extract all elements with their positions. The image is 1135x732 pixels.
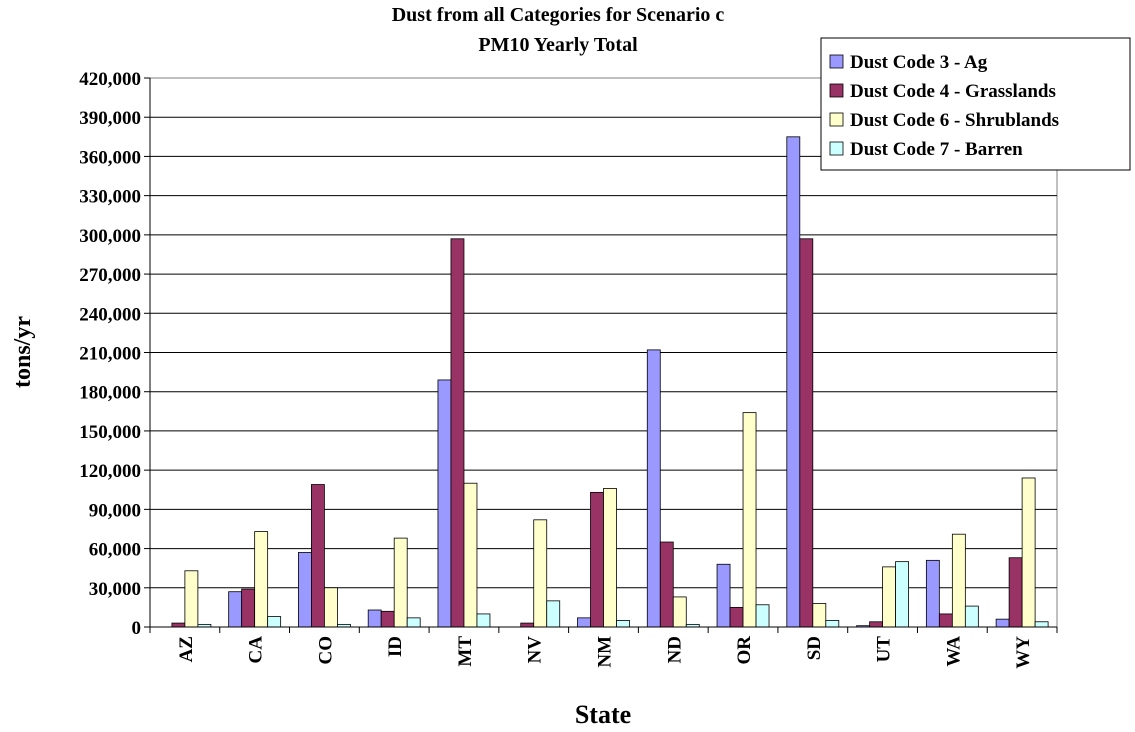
x-tick-label: UT xyxy=(874,636,895,663)
legend-label: Dust Code 6 - Shrublands xyxy=(850,110,1059,131)
bar xyxy=(825,620,840,628)
axes xyxy=(144,77,1058,633)
bar xyxy=(659,541,674,628)
bar xyxy=(869,621,883,628)
x-tick-label: SD xyxy=(804,636,825,660)
y-tick-label: 0 xyxy=(132,618,142,639)
x-axis-label: State xyxy=(575,700,631,729)
bar xyxy=(995,618,1010,628)
bar xyxy=(533,519,548,628)
x-tick-label: WY xyxy=(1013,636,1034,669)
legend-swatch xyxy=(829,54,844,69)
bar xyxy=(476,613,491,628)
bar xyxy=(380,610,395,628)
bar xyxy=(603,488,617,628)
y-tick-label: 90,000 xyxy=(89,500,141,521)
bar xyxy=(925,559,940,628)
bar xyxy=(228,591,243,628)
x-tick-label: NM xyxy=(595,636,616,668)
y-tick-label: 150,000 xyxy=(79,422,141,443)
bar xyxy=(184,570,199,628)
legend-swatch xyxy=(829,83,844,98)
bar xyxy=(241,588,256,628)
y-tick-label: 180,000 xyxy=(79,383,141,404)
bar xyxy=(895,561,909,628)
bars xyxy=(171,136,1049,628)
bar xyxy=(590,491,604,628)
legend-label: Dust Code 3 - Ag xyxy=(850,52,988,73)
bar xyxy=(437,379,452,628)
bar xyxy=(729,606,744,628)
bar xyxy=(616,620,630,628)
bar xyxy=(646,349,661,628)
bar xyxy=(882,566,896,628)
legend-box xyxy=(820,37,1131,171)
bar xyxy=(311,484,325,628)
y-tick-labels: 0 30,000 60,000 90,000 120,000 150,000 180,000… xyxy=(79,69,141,639)
bar xyxy=(546,600,561,628)
x-tick-label: ID xyxy=(385,636,406,657)
bar xyxy=(298,552,312,628)
bar xyxy=(406,617,421,628)
bar xyxy=(716,563,731,628)
y-tick-label: 330,000 xyxy=(79,187,141,208)
bar xyxy=(951,533,966,628)
y-tick-label: 240,000 xyxy=(79,304,141,325)
x-tick-label: WA xyxy=(943,636,964,667)
chart-title: Dust from all Categories for Scenario c xyxy=(392,4,725,26)
bar xyxy=(742,412,757,628)
bar xyxy=(938,613,953,628)
bar xyxy=(520,622,535,628)
bar xyxy=(171,622,186,628)
bar xyxy=(267,616,282,628)
bar xyxy=(393,537,408,628)
bar xyxy=(812,603,827,628)
y-tick-label: 270,000 xyxy=(79,265,141,286)
bar xyxy=(1021,477,1036,628)
bar xyxy=(254,531,269,628)
x-tick-label: OR xyxy=(734,636,755,665)
bar xyxy=(799,238,814,628)
y-tick-label: 60,000 xyxy=(89,540,141,561)
y-tick-label: 120,000 xyxy=(79,461,141,482)
bar xyxy=(577,617,591,628)
bar xyxy=(367,609,382,628)
x-tick-label: CO xyxy=(315,636,336,665)
y-tick-label: 210,000 xyxy=(79,344,141,365)
legend-swatch xyxy=(829,141,844,156)
bar xyxy=(324,587,338,628)
bar xyxy=(755,604,770,628)
legend: Dust Code 3 - Ag Dust Code 4 - Grasslands… xyxy=(820,37,1131,171)
chart-subtitle: PM10 Yearly Total xyxy=(478,34,638,56)
y-tick-label: 30,000 xyxy=(89,579,141,600)
x-tick-label: ND xyxy=(664,636,685,663)
x-tick-label: NV xyxy=(525,636,546,664)
bar xyxy=(450,238,465,628)
bar xyxy=(1008,557,1023,628)
x-tick-labels: AZ CA CO ID MT NV NM ND OR SD UT WA WY xyxy=(176,636,1034,669)
bar xyxy=(672,596,687,628)
x-tick-label: MT xyxy=(455,636,476,667)
legend-label: Dust Code 4 - Grasslands xyxy=(850,81,1056,102)
x-tick-label: AZ xyxy=(176,636,197,662)
y-tick-label: 390,000 xyxy=(79,108,141,129)
legend-swatch xyxy=(829,112,844,127)
bar xyxy=(463,482,478,628)
y-tick-label: 300,000 xyxy=(79,226,141,247)
bar xyxy=(786,136,801,628)
x-tick-label: CA xyxy=(246,636,267,664)
y-axis-label: tons/yr xyxy=(10,316,36,388)
y-tick-label: 360,000 xyxy=(79,147,141,168)
y-tick-label: 420,000 xyxy=(79,69,141,90)
bar xyxy=(1034,621,1049,628)
bar xyxy=(964,605,979,628)
legend-label: Dust Code 7 - Barren xyxy=(850,139,1023,160)
